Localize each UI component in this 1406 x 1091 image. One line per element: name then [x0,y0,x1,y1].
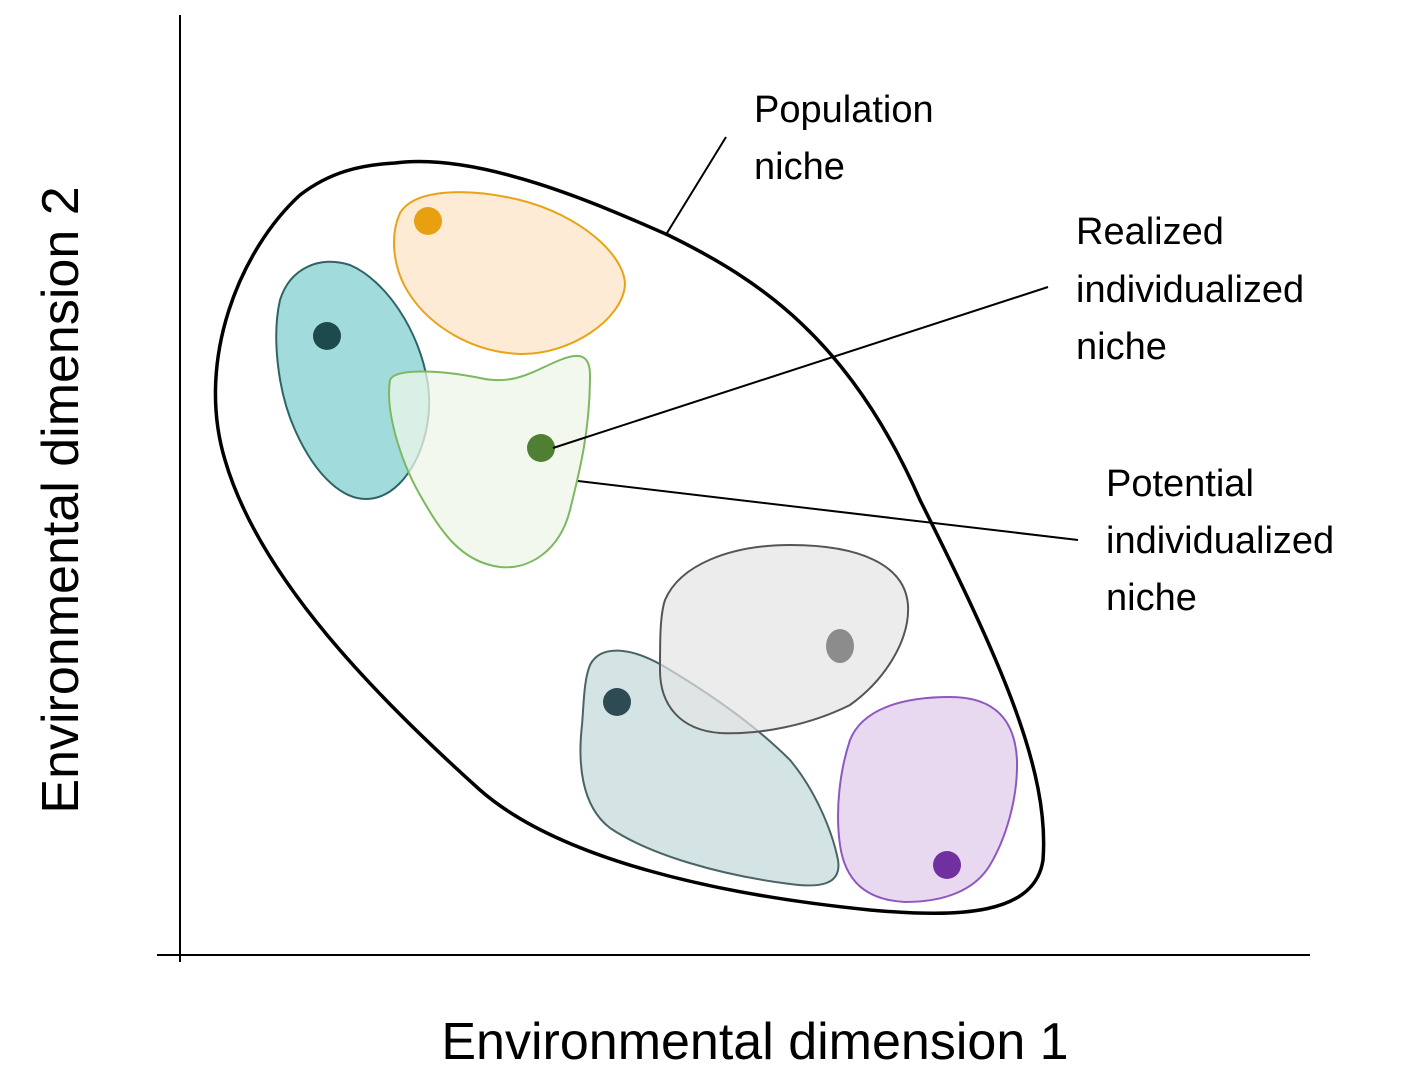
leader-line-potential [577,480,1079,541]
population-niche-label: Population niche [754,89,944,188]
dot-green [527,434,555,462]
niche-purple [837,695,1019,904]
dot-orange [414,207,442,235]
dot-gray [826,629,854,663]
population-niche-outline [213,159,1046,916]
realized-niche-line-3: niche [1076,326,1167,368]
realized-niche-line-1: Realized [1076,211,1224,253]
niche-green [388,354,592,569]
population-niche-line-1: Population [754,89,934,131]
realized-niche-line-2: individualized [1076,269,1304,311]
leader-line-realized [552,286,1049,449]
niche-gray [658,543,910,735]
niche-orange [393,191,627,356]
dot-purple [933,851,961,879]
realized-niche-label: Realized individualized niche [1076,211,1315,368]
potential-niche-line-2: individualized [1106,520,1334,562]
potential-niche-label: Potential individualized niche [1106,463,1345,619]
x-axis-label: Environmental dimension 1 [441,1013,1068,1071]
leader-line-population [666,136,727,234]
potential-niche-line-3: niche [1106,577,1197,619]
population-niche-line-2: niche [754,146,845,188]
y-axis-label: Environmental dimension 2 [32,186,90,813]
dot-slate [603,688,631,716]
potential-niche-line-1: Potential [1106,463,1254,505]
dot-teal [313,322,341,350]
